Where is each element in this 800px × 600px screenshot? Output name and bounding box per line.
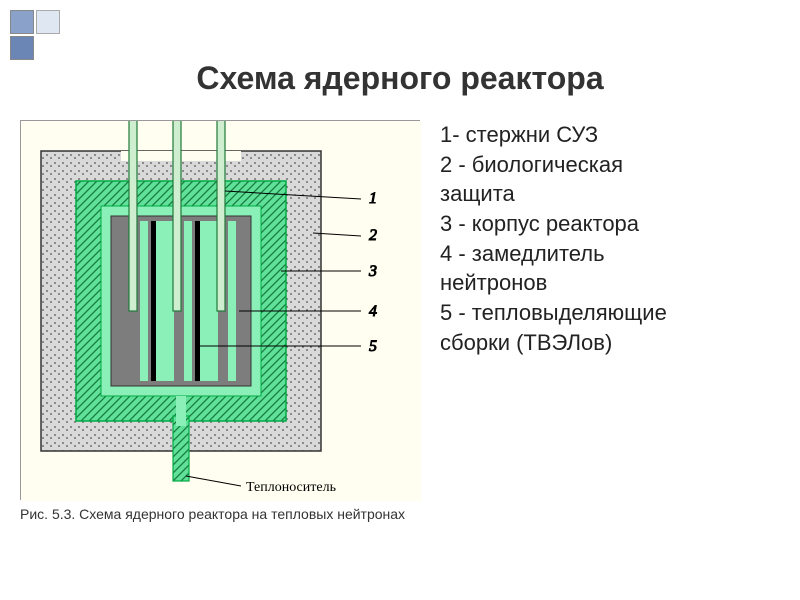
legend-line: 5 - тепловыделяющие [440, 298, 780, 328]
legend-line: сборки (ТВЭЛов) [440, 328, 780, 358]
fuel-assembly [151, 221, 156, 381]
leader-label: 2 [369, 227, 377, 244]
legend-line: нейтронов [440, 268, 780, 298]
legend-line: защита [440, 179, 780, 209]
legend-line: 2 - биологическая [440, 150, 780, 180]
leader-label: 1 [369, 190, 377, 207]
coolant-channel [176, 396, 186, 426]
leader-label: 5 [369, 338, 377, 355]
channel [200, 221, 218, 381]
leader-label: 4 [369, 303, 377, 320]
deco-square [10, 36, 34, 60]
control-rod [173, 121, 181, 311]
channel [156, 221, 174, 381]
legend-line: 1- стержни СУЗ [440, 120, 780, 150]
control-rod [217, 121, 225, 311]
figure-caption: Рис. 5.3. Схема ядерного реактора на теп… [20, 506, 420, 522]
channel [184, 221, 192, 381]
control-rod [129, 121, 137, 311]
diagram-column: 1 2 3 4 5 Теплоноситель Рис. 5.3. Схем [20, 120, 420, 522]
fuel-assembly [195, 221, 200, 381]
leader-label: 3 [368, 263, 377, 280]
deco-square [10, 10, 34, 34]
channel [228, 221, 236, 381]
deco-square [36, 10, 60, 34]
legend-line: 3 - корпус реактора [440, 209, 780, 239]
channel [140, 221, 148, 381]
reactor-diagram: 1 2 3 4 5 Теплоноситель [20, 120, 420, 500]
content-row: 1 2 3 4 5 Теплоноситель Рис. 5.3. Схем [20, 120, 780, 522]
coolant-label: Теплоноситель [246, 480, 336, 495]
page-title: Схема ядерного реактора [0, 60, 800, 97]
legend-line: 4 - замедлитель [440, 239, 780, 269]
legend: 1- стержни СУЗ 2 - биологическая защита … [440, 120, 780, 522]
reactor-svg: 1 2 3 4 5 Теплоноситель [21, 121, 421, 501]
